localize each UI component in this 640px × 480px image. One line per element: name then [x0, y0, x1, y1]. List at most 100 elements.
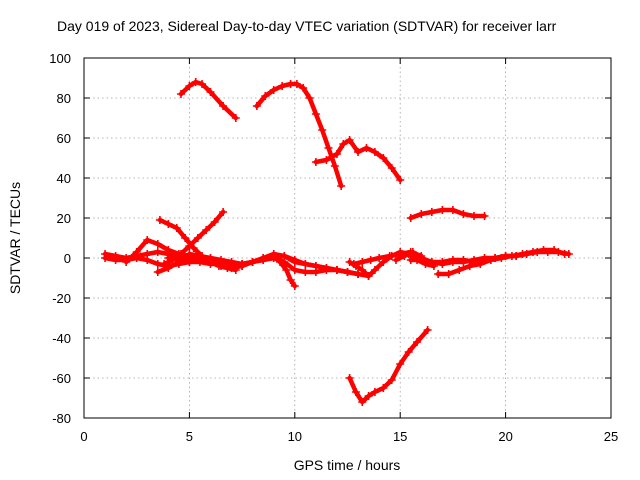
data-point	[153, 240, 162, 248]
tick-labels: 0 5 10 15 20 25 -80 -60 -40 -20 0 20 40 60 80 100	[49, 51, 618, 444]
data-point	[206, 260, 215, 268]
data-point	[155, 216, 164, 224]
data-point	[185, 242, 194, 250]
data-point	[143, 236, 152, 244]
data-point	[286, 276, 295, 284]
data-point	[172, 224, 181, 232]
grid-lines	[84, 58, 611, 418]
data-point	[339, 140, 348, 148]
y-tick-label: 60	[57, 131, 71, 146]
data-point	[345, 136, 354, 144]
data-series	[311, 136, 405, 184]
y-tick-label: 40	[57, 171, 71, 186]
data-point	[391, 256, 400, 264]
data-point	[406, 214, 415, 222]
data-point	[311, 268, 320, 276]
data-point	[396, 176, 405, 184]
data-point	[301, 268, 310, 276]
data-point	[427, 258, 436, 266]
data-point	[358, 266, 367, 274]
chart-title: Day 019 of 2023, Sidereal Day-to-day VTE…	[57, 18, 557, 34]
data-point	[219, 208, 228, 216]
data-point	[337, 182, 346, 190]
data-point	[101, 250, 110, 258]
data-point	[198, 80, 207, 88]
data-point	[292, 80, 301, 88]
data-point	[400, 252, 409, 260]
series-line	[254, 81, 344, 189]
data-series	[434, 246, 569, 278]
data-series	[406, 206, 489, 222]
data-series-group	[101, 78, 573, 406]
data-point	[305, 94, 314, 102]
data-point	[529, 248, 538, 256]
data-point	[379, 154, 388, 162]
data-point	[322, 266, 331, 274]
data-point	[448, 206, 457, 214]
data-point	[219, 102, 228, 110]
x-tick-label: 0	[80, 429, 87, 444]
data-point	[185, 82, 194, 90]
data-point	[370, 148, 379, 156]
y-tick-label: 0	[64, 251, 71, 266]
data-point	[455, 266, 464, 274]
data-point	[311, 158, 320, 166]
y-tick-label: 20	[57, 211, 71, 226]
series-line	[157, 217, 239, 273]
data-series	[176, 78, 240, 122]
data-point	[217, 260, 226, 268]
data-point	[185, 258, 194, 266]
data-point	[202, 226, 211, 234]
data-point	[231, 266, 240, 274]
data-point	[278, 82, 287, 90]
data-point	[404, 348, 413, 356]
data-point	[497, 254, 506, 262]
data-point	[476, 260, 485, 268]
data-point	[560, 250, 569, 258]
data-point	[269, 254, 278, 262]
data-point	[349, 260, 358, 268]
data-point	[259, 256, 268, 264]
data-point	[448, 256, 457, 264]
data-point	[153, 248, 162, 256]
data-point	[193, 234, 202, 242]
x-tick-label: 20	[498, 429, 512, 444]
data-point	[227, 260, 236, 268]
data-point	[164, 254, 173, 262]
data-point	[364, 272, 373, 280]
data-point	[465, 262, 474, 270]
data-point	[301, 260, 310, 268]
data-point	[330, 162, 339, 170]
data-point	[290, 282, 299, 290]
data-point	[438, 258, 447, 266]
data-point	[174, 256, 183, 264]
data-point	[379, 384, 388, 392]
data-point	[191, 78, 200, 86]
data-point	[153, 268, 162, 276]
data-point	[195, 258, 204, 266]
data-point	[354, 148, 363, 156]
data-point	[423, 326, 432, 334]
data-point	[406, 256, 415, 264]
data-point	[164, 246, 173, 254]
data-point	[413, 338, 422, 346]
data-point	[375, 254, 384, 262]
data-point	[189, 244, 198, 252]
data-point	[370, 266, 379, 274]
data-point	[459, 210, 468, 218]
data-point	[469, 212, 478, 220]
series-line	[347, 327, 430, 405]
data-point	[387, 376, 396, 384]
data-point	[364, 392, 373, 400]
data-point	[164, 220, 173, 228]
x-tick-label: 5	[186, 429, 193, 444]
data-point	[427, 208, 436, 216]
data-point	[164, 264, 173, 272]
data-point	[358, 258, 367, 266]
data-point	[231, 114, 240, 122]
x-tick-label: 10	[288, 429, 302, 444]
data-series	[345, 326, 432, 406]
data-point	[387, 164, 396, 172]
data-point	[518, 250, 527, 258]
